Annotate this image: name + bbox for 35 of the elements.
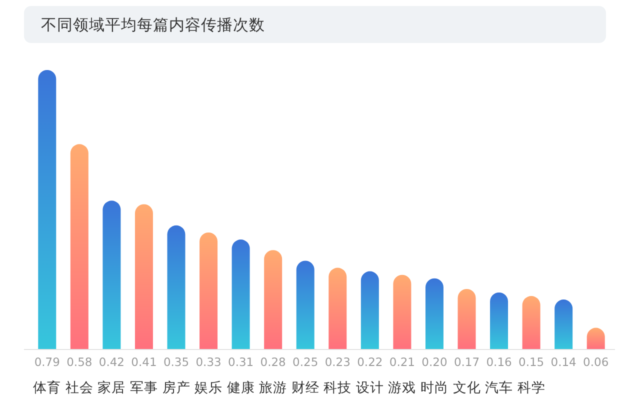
data-label: 0.06 [583,355,609,369]
data-label: 0.20 [422,355,448,369]
data-label: 0.42 [98,355,124,369]
data-label: 0.16 [486,355,512,369]
data-label: 0.25 [292,355,318,369]
x-tick-label: 设计 [356,380,384,396]
data-label: 0.58 [66,355,92,369]
chart-title: 不同领域平均每篇内容传播次数 [41,15,265,34]
data-label: 0.79 [34,355,60,369]
data-label: 0.28 [260,355,286,369]
data-label: 0.15 [518,355,544,369]
x-tick-label: 房产 [162,380,190,396]
x-tick-label: 游戏 [388,380,416,396]
data-label: 0.17 [454,355,480,369]
data-label: 0.21 [389,355,415,369]
data-label: 0.14 [550,355,576,369]
x-tick-label: 健康 [226,380,255,396]
x-tick-label: 科技 [324,380,352,396]
x-tick-label: 财经 [291,380,320,396]
data-label: 0.35 [163,355,190,369]
data-label: 0.31 [228,355,254,369]
x-tick-label: 娱乐 [194,380,223,396]
x-tick-label: 社会 [65,380,94,396]
x-tick-label: 时尚 [420,380,448,396]
x-tick-label: 体育 [33,379,62,396]
data-label: 0.33 [196,355,222,369]
data-label: 0.41 [131,355,157,369]
x-tick-label: 科学 [517,380,546,396]
x-tick-label: 汽车 [485,380,514,396]
x-tick-label: 旅游 [259,380,288,396]
x-tick-label: 文化 [452,380,481,396]
data-label: 0.23 [324,355,350,369]
x-tick-label: 军事 [130,380,158,396]
data-label: 0.22 [357,355,383,369]
x-tick-label: 家居 [98,380,126,396]
